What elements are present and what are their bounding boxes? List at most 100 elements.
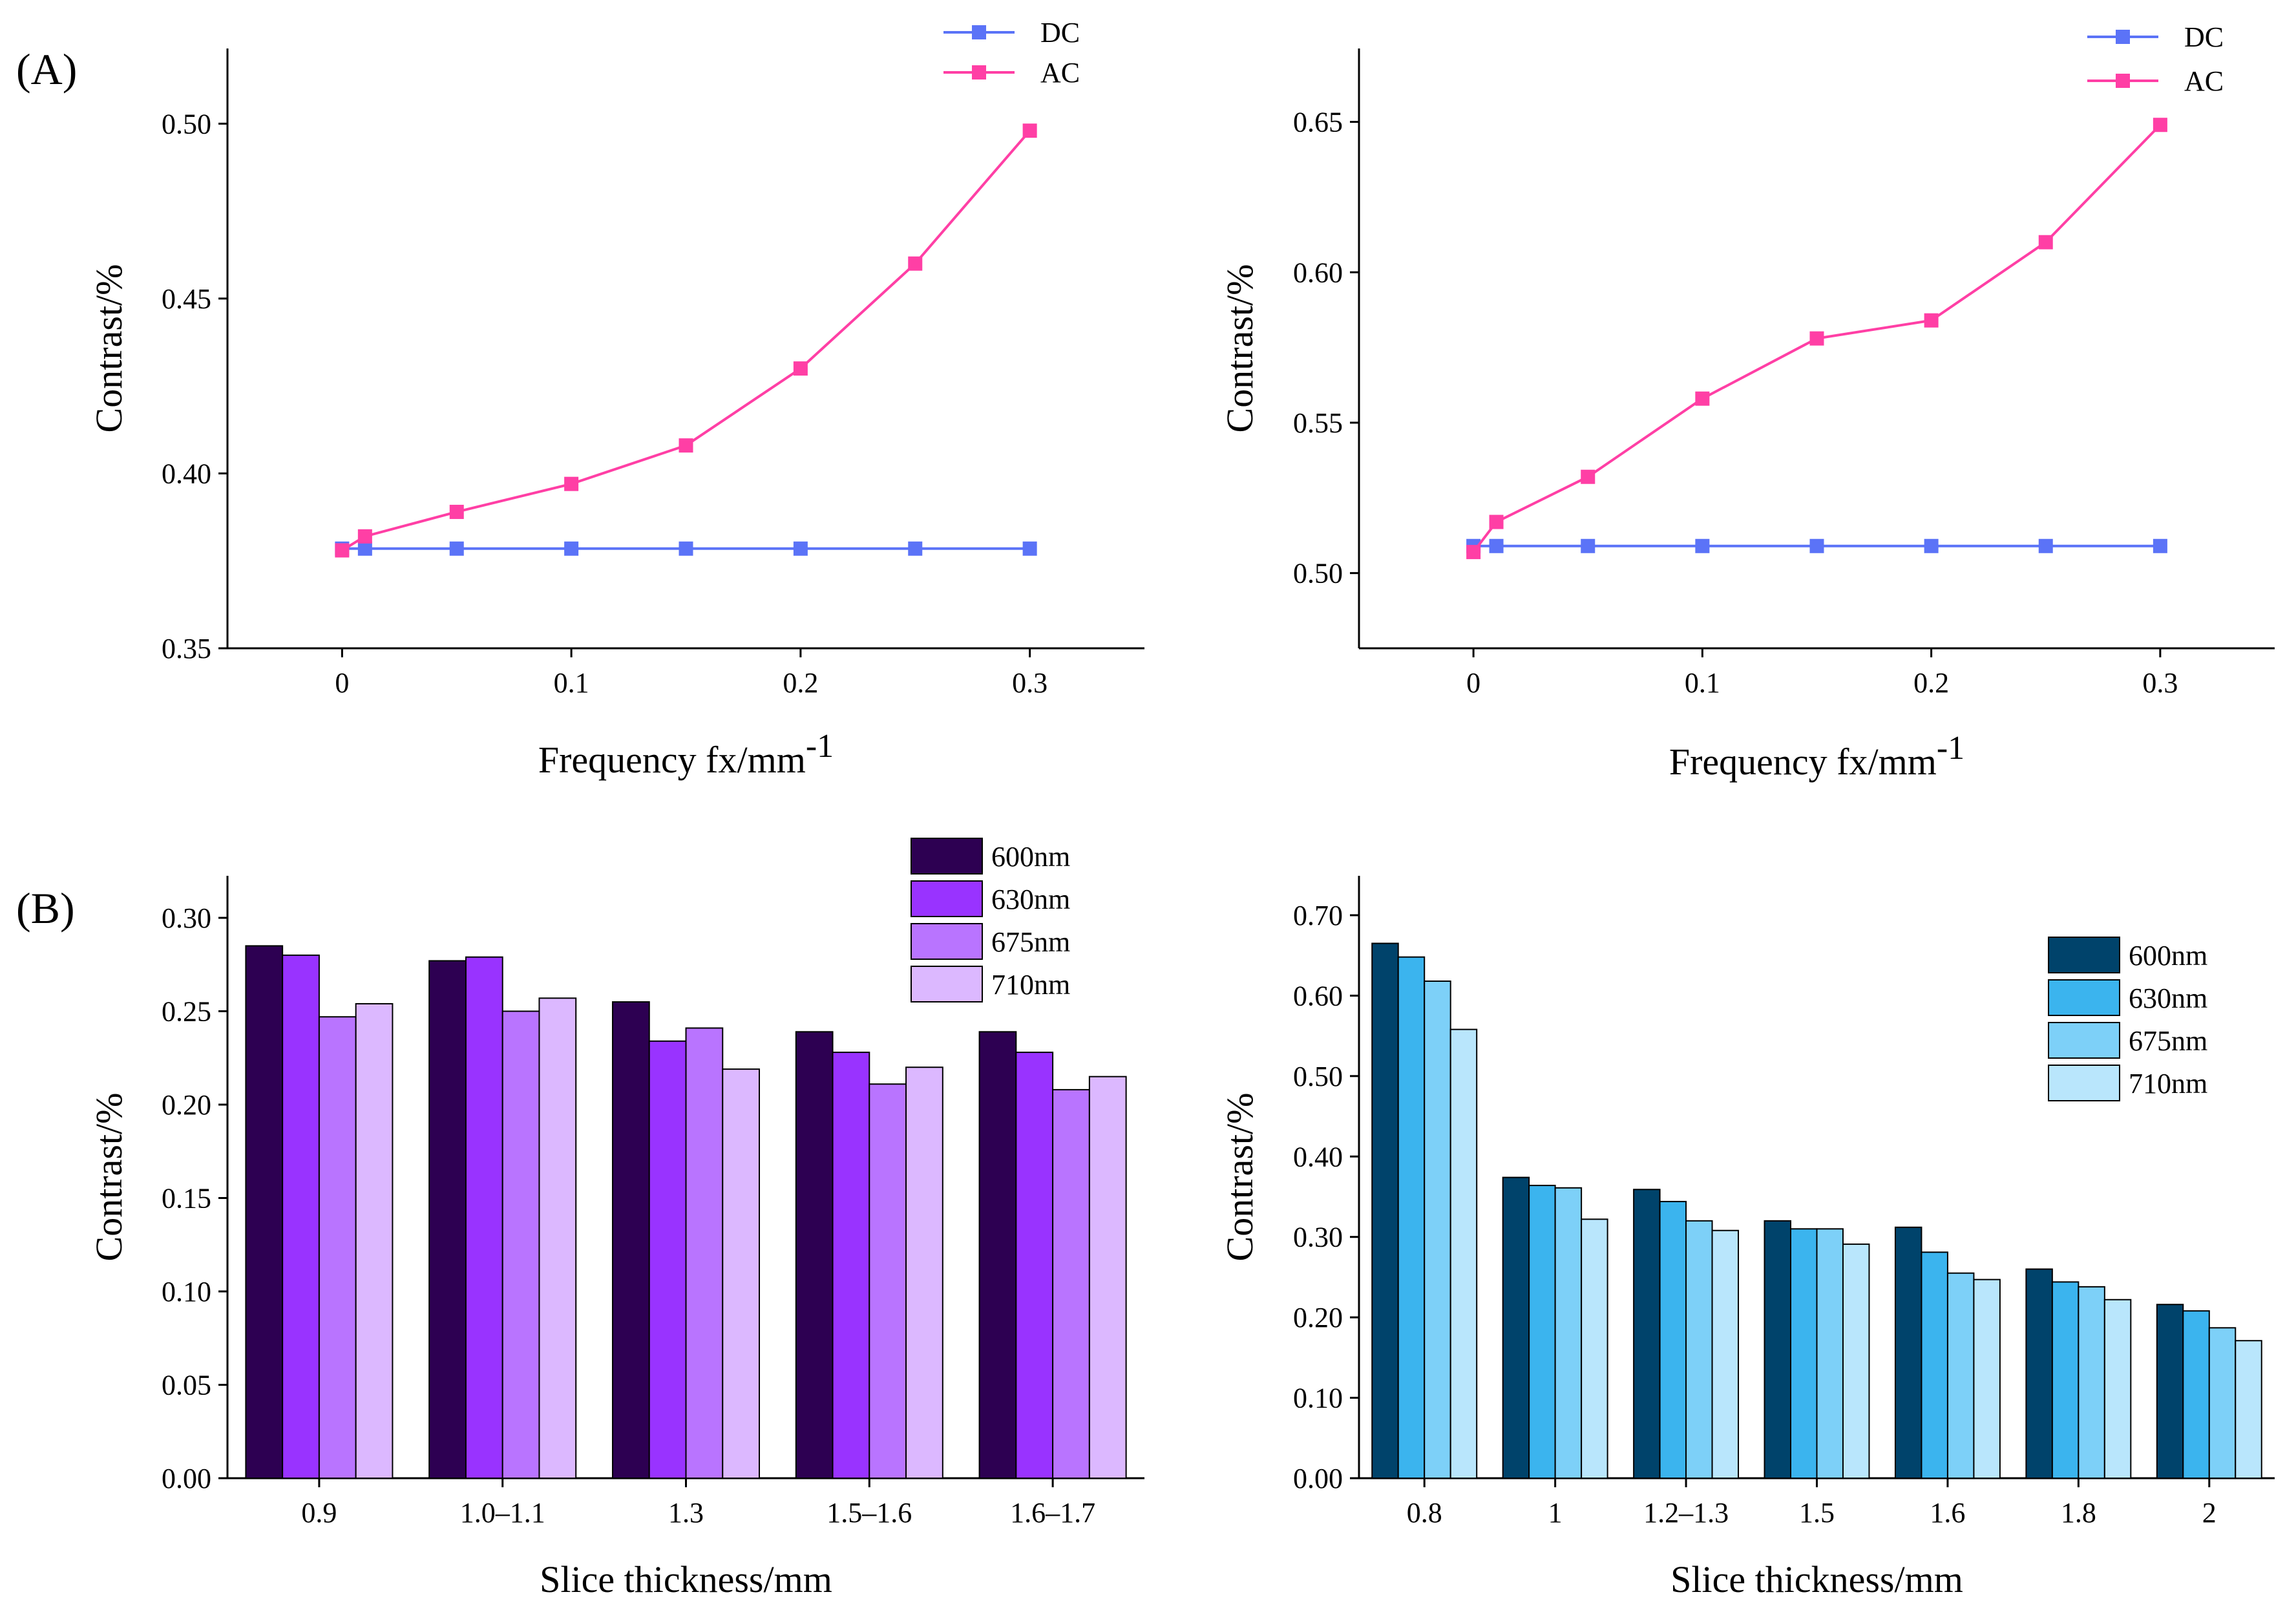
y-tick-label: 0.40	[1293, 1141, 1343, 1172]
data-point-ac	[2038, 235, 2053, 249]
data-point-ac	[908, 256, 923, 271]
y-tick-label: 0.00	[162, 1463, 211, 1494]
series-line-ac	[1472, 123, 2162, 553]
x-tick-label: 0	[335, 667, 349, 699]
data-point-ac	[335, 543, 350, 558]
data-point-dc	[2153, 538, 2167, 553]
legend-label: DC	[1040, 17, 1080, 48]
bar-630nm	[2051, 1281, 2080, 1479]
bar-710nm	[1449, 1028, 1478, 1479]
y-tick-label: 0.35	[162, 633, 211, 664]
bar-675nm	[2208, 1327, 2237, 1479]
data-point-dc	[1489, 538, 1504, 553]
data-point-ac	[679, 438, 693, 453]
bar-600nm	[1633, 1189, 1661, 1479]
data-point-dc	[564, 541, 579, 556]
bar-630nm	[1528, 1185, 1556, 1479]
data-point-dc	[449, 541, 464, 556]
legend-label: 675nm	[2129, 1025, 2207, 1057]
y-tick-label: 0.55	[1293, 407, 1343, 439]
bar-710nm	[2235, 1340, 2262, 1479]
x-tick-label: 2	[2202, 1497, 2217, 1529]
x-tick-label: 0.9	[301, 1497, 337, 1529]
legend-swatch	[2048, 1022, 2120, 1059]
bar-630nm	[832, 1052, 870, 1479]
y-tick-label: 0.65	[1293, 107, 1343, 138]
data-point-dc	[1022, 541, 1037, 556]
series-line-ac	[341, 129, 1031, 552]
x-tick-label: 0.2	[1913, 667, 1949, 699]
x-axis-label-text: Frequency fx/mm	[538, 739, 806, 781]
bar-600nm	[978, 1031, 1017, 1479]
y-axis-label: Contrast/%	[88, 264, 130, 433]
y-axis-label: Contrast/%	[88, 1093, 130, 1262]
y-tick-label: 0.20	[162, 1089, 211, 1121]
x-tick-label: 0.3	[1012, 667, 1048, 699]
bar-630nm	[465, 956, 503, 1479]
legend-swatch	[2048, 937, 2120, 973]
legend-marker	[972, 65, 986, 80]
data-point-dc	[357, 541, 372, 556]
bar-710nm	[1973, 1278, 2001, 1479]
y-tick-label: 0.15	[162, 1183, 211, 1214]
y-tick-label: 0.45	[162, 283, 211, 315]
x-tick-label: 1.6–1.7	[1010, 1497, 1095, 1529]
x-tick-label: 0.1	[554, 667, 589, 699]
bar-710nm	[905, 1066, 943, 1479]
legend-swatch	[911, 880, 983, 917]
bar-600nm	[2156, 1304, 2184, 1479]
bar-710nm	[2103, 1299, 2132, 1479]
legend-marker	[2116, 74, 2130, 88]
legend-label: 710nm	[991, 969, 1070, 1001]
chart-b-left: 0.00 0.05 0.10 0.15 0.20 0.25 0.30 Contrast/% 0.…	[88, 838, 1144, 1600]
y-tick-label: 0.00	[1293, 1463, 1343, 1494]
bar-600nm	[795, 1031, 834, 1479]
y-tick-label: 0.05	[162, 1370, 211, 1401]
y-tick-label: 0.40	[162, 458, 211, 489]
y-axis-label: Contrast/%	[1219, 264, 1261, 433]
legend-label: 710nm	[2129, 1068, 2207, 1099]
bar-710nm	[1711, 1229, 1740, 1479]
x-axis-label: Frequency fx/mm-1	[538, 728, 834, 781]
x-tick-label: 1.5–1.6	[827, 1497, 912, 1529]
bar-675nm	[1554, 1187, 1583, 1479]
y-tick-label: 0.10	[1293, 1383, 1343, 1414]
legend-marker	[2116, 30, 2130, 44]
bar-630nm	[282, 954, 320, 1479]
bar-710nm	[538, 997, 577, 1479]
y-tick-label: 0.60	[1293, 980, 1343, 1012]
legend-label: 600nm	[2129, 940, 2207, 971]
bar-675nm	[318, 1016, 357, 1479]
data-point-ac	[2153, 118, 2167, 133]
data-point-ac	[1581, 469, 1596, 484]
bar-710nm	[1581, 1218, 1608, 1479]
data-point-ac	[1489, 514, 1504, 529]
legend-label: AC	[2184, 65, 2224, 97]
y-tick-label: 0.50	[1293, 1061, 1343, 1092]
y-tick-label: 0.70	[1293, 900, 1343, 931]
legend-swatch	[911, 838, 983, 875]
x-tick-label: 1	[1548, 1497, 1563, 1529]
data-point-dc	[679, 541, 693, 556]
x-axis-label-text: Frequency fx/mm	[1669, 741, 1937, 783]
legend-label: AC	[1040, 57, 1080, 89]
data-point-ac	[1022, 123, 1037, 138]
data-point-ac	[793, 361, 808, 376]
x-axis-label: Frequency fx/mm-1	[1669, 730, 1964, 783]
x-tick-label: 0.3	[2142, 667, 2178, 699]
bar-710nm	[355, 1002, 394, 1479]
bar-600nm	[1371, 942, 1399, 1479]
x-tick-label: 1.8	[2061, 1497, 2096, 1529]
y-tick-label: 0.10	[162, 1276, 211, 1308]
bar-710nm	[722, 1068, 761, 1479]
data-point-ac	[357, 529, 372, 544]
y-tick-label: 0.30	[1293, 1222, 1343, 1253]
x-axis-label-superscript: -1	[1937, 730, 1964, 767]
legend-swatch	[911, 923, 983, 960]
x-axis-label-superscript: -1	[806, 728, 834, 765]
x-tick-label: 0	[1466, 667, 1480, 699]
legend-marker	[972, 25, 986, 39]
data-point-ac	[449, 504, 464, 519]
bar-600nm	[1894, 1226, 1922, 1479]
bar-675nm	[1424, 981, 1451, 1479]
